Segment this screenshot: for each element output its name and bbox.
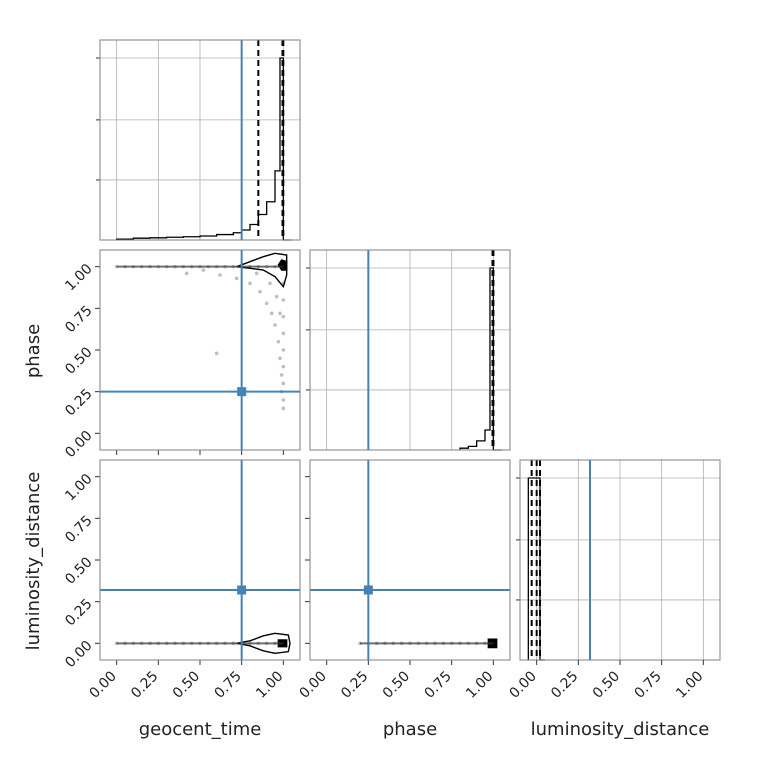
y-tick-label: 0.00 bbox=[62, 638, 95, 671]
sample-point bbox=[269, 311, 274, 316]
sample-point bbox=[273, 323, 277, 327]
axis-labels: geocent_time phase luminosity_distance p… bbox=[23, 324, 709, 740]
corner-panels: 0.00 0.25 0.50 0.75 1.00 0.00 0.25 0.50 0.75 1.00… bbox=[62, 39, 721, 702]
sample-point bbox=[268, 281, 272, 286]
sample-point bbox=[254, 271, 259, 276]
y-tick-label: 0.50 bbox=[62, 554, 95, 587]
y-axis-label-phase: phase bbox=[23, 324, 44, 378]
tick-labels: 0.00 0.25 0.50 0.75 1.00 0.00 0.25 0.50 0.75 1.00… bbox=[62, 261, 706, 702]
x-tick-label: 0.50 bbox=[170, 668, 203, 701]
hist-panel-geocent-time bbox=[96, 40, 300, 241]
x-tick-label: 0.75 bbox=[631, 668, 664, 701]
x-tick-label: 0.00 bbox=[506, 668, 539, 701]
density-contour bbox=[236, 252, 288, 289]
histogram-step bbox=[116, 57, 292, 241]
sample-point bbox=[281, 331, 286, 336]
hist-frame bbox=[99, 39, 301, 241]
sample-point bbox=[218, 273, 222, 277]
sample-point bbox=[214, 351, 219, 356]
truth-marker bbox=[237, 585, 247, 595]
x-tick-label: 1.00 bbox=[463, 668, 496, 701]
y-axis-label-luminosity-distance: luminosity_distance bbox=[23, 472, 44, 651]
sample-point bbox=[264, 301, 269, 306]
scatter-panel-phase-vs-luminosity-distance bbox=[305, 460, 510, 665]
sample-point bbox=[281, 298, 286, 302]
y-tick-label: 0.50 bbox=[62, 344, 95, 377]
x-tick-label: 0.00 bbox=[86, 668, 119, 701]
density-contour bbox=[277, 259, 288, 271]
sample-point bbox=[274, 294, 279, 299]
hist-panel-luminosity-distance bbox=[516, 460, 720, 661]
x-tick-label: 0.75 bbox=[421, 668, 454, 701]
scatter-frame bbox=[309, 459, 511, 661]
sample-point bbox=[281, 406, 286, 411]
sample-point bbox=[234, 276, 239, 281]
scatter-panel-geocent-time-vs-luminosity-distance bbox=[95, 460, 300, 665]
density-contour bbox=[236, 632, 291, 655]
y-tick-label: 0.75 bbox=[62, 513, 95, 546]
y-tick-label: 0.00 bbox=[62, 428, 95, 461]
histogram-step bbox=[459, 267, 502, 451]
truth-marker bbox=[237, 387, 247, 397]
sample-point bbox=[281, 398, 286, 402]
sample-point bbox=[278, 356, 282, 361]
sample-point bbox=[276, 339, 281, 344]
sample-point bbox=[201, 268, 206, 272]
hist-panel-phase bbox=[306, 250, 510, 451]
sample-point bbox=[278, 311, 282, 316]
x-tick-label: 0.25 bbox=[128, 668, 161, 701]
x-tick-label: 1.00 bbox=[673, 668, 706, 701]
scatter-frame bbox=[99, 249, 301, 451]
scatter-panel-geocent-time-vs-phase bbox=[95, 250, 300, 455]
x-tick-label: 1.00 bbox=[253, 668, 286, 701]
x-tick-label: 0.25 bbox=[548, 668, 581, 701]
hist-frame bbox=[309, 249, 511, 451]
truth-marker bbox=[363, 585, 373, 595]
sample-point bbox=[279, 373, 284, 377]
sample-point bbox=[258, 289, 262, 294]
x-axis-label-phase: phase bbox=[383, 719, 437, 740]
x-tick-label: 0.50 bbox=[380, 668, 413, 701]
scatter-frame bbox=[99, 459, 301, 661]
y-tick-label: 0.25 bbox=[62, 596, 95, 629]
y-tick-label: 1.00 bbox=[62, 471, 95, 504]
sample-point bbox=[184, 271, 189, 276]
y-tick-label: 0.25 bbox=[62, 386, 95, 419]
y-tick-label: 0.75 bbox=[62, 303, 95, 336]
sample-point bbox=[281, 364, 286, 369]
x-tick-label: 0.50 bbox=[590, 668, 623, 701]
sample-point bbox=[281, 381, 286, 386]
sample-point bbox=[281, 348, 286, 352]
x-tick-label: 0.75 bbox=[211, 668, 244, 701]
sample-point bbox=[248, 281, 252, 286]
x-axis-label-geocent-time: geocent_time bbox=[139, 719, 262, 740]
x-tick-label: 0.25 bbox=[338, 668, 371, 701]
x-tick-label: 0.00 bbox=[296, 668, 329, 701]
sample-point bbox=[281, 314, 286, 319]
y-tick-label: 1.00 bbox=[62, 261, 95, 294]
x-axis-label-luminosity-distance: luminosity_distance bbox=[531, 719, 710, 740]
